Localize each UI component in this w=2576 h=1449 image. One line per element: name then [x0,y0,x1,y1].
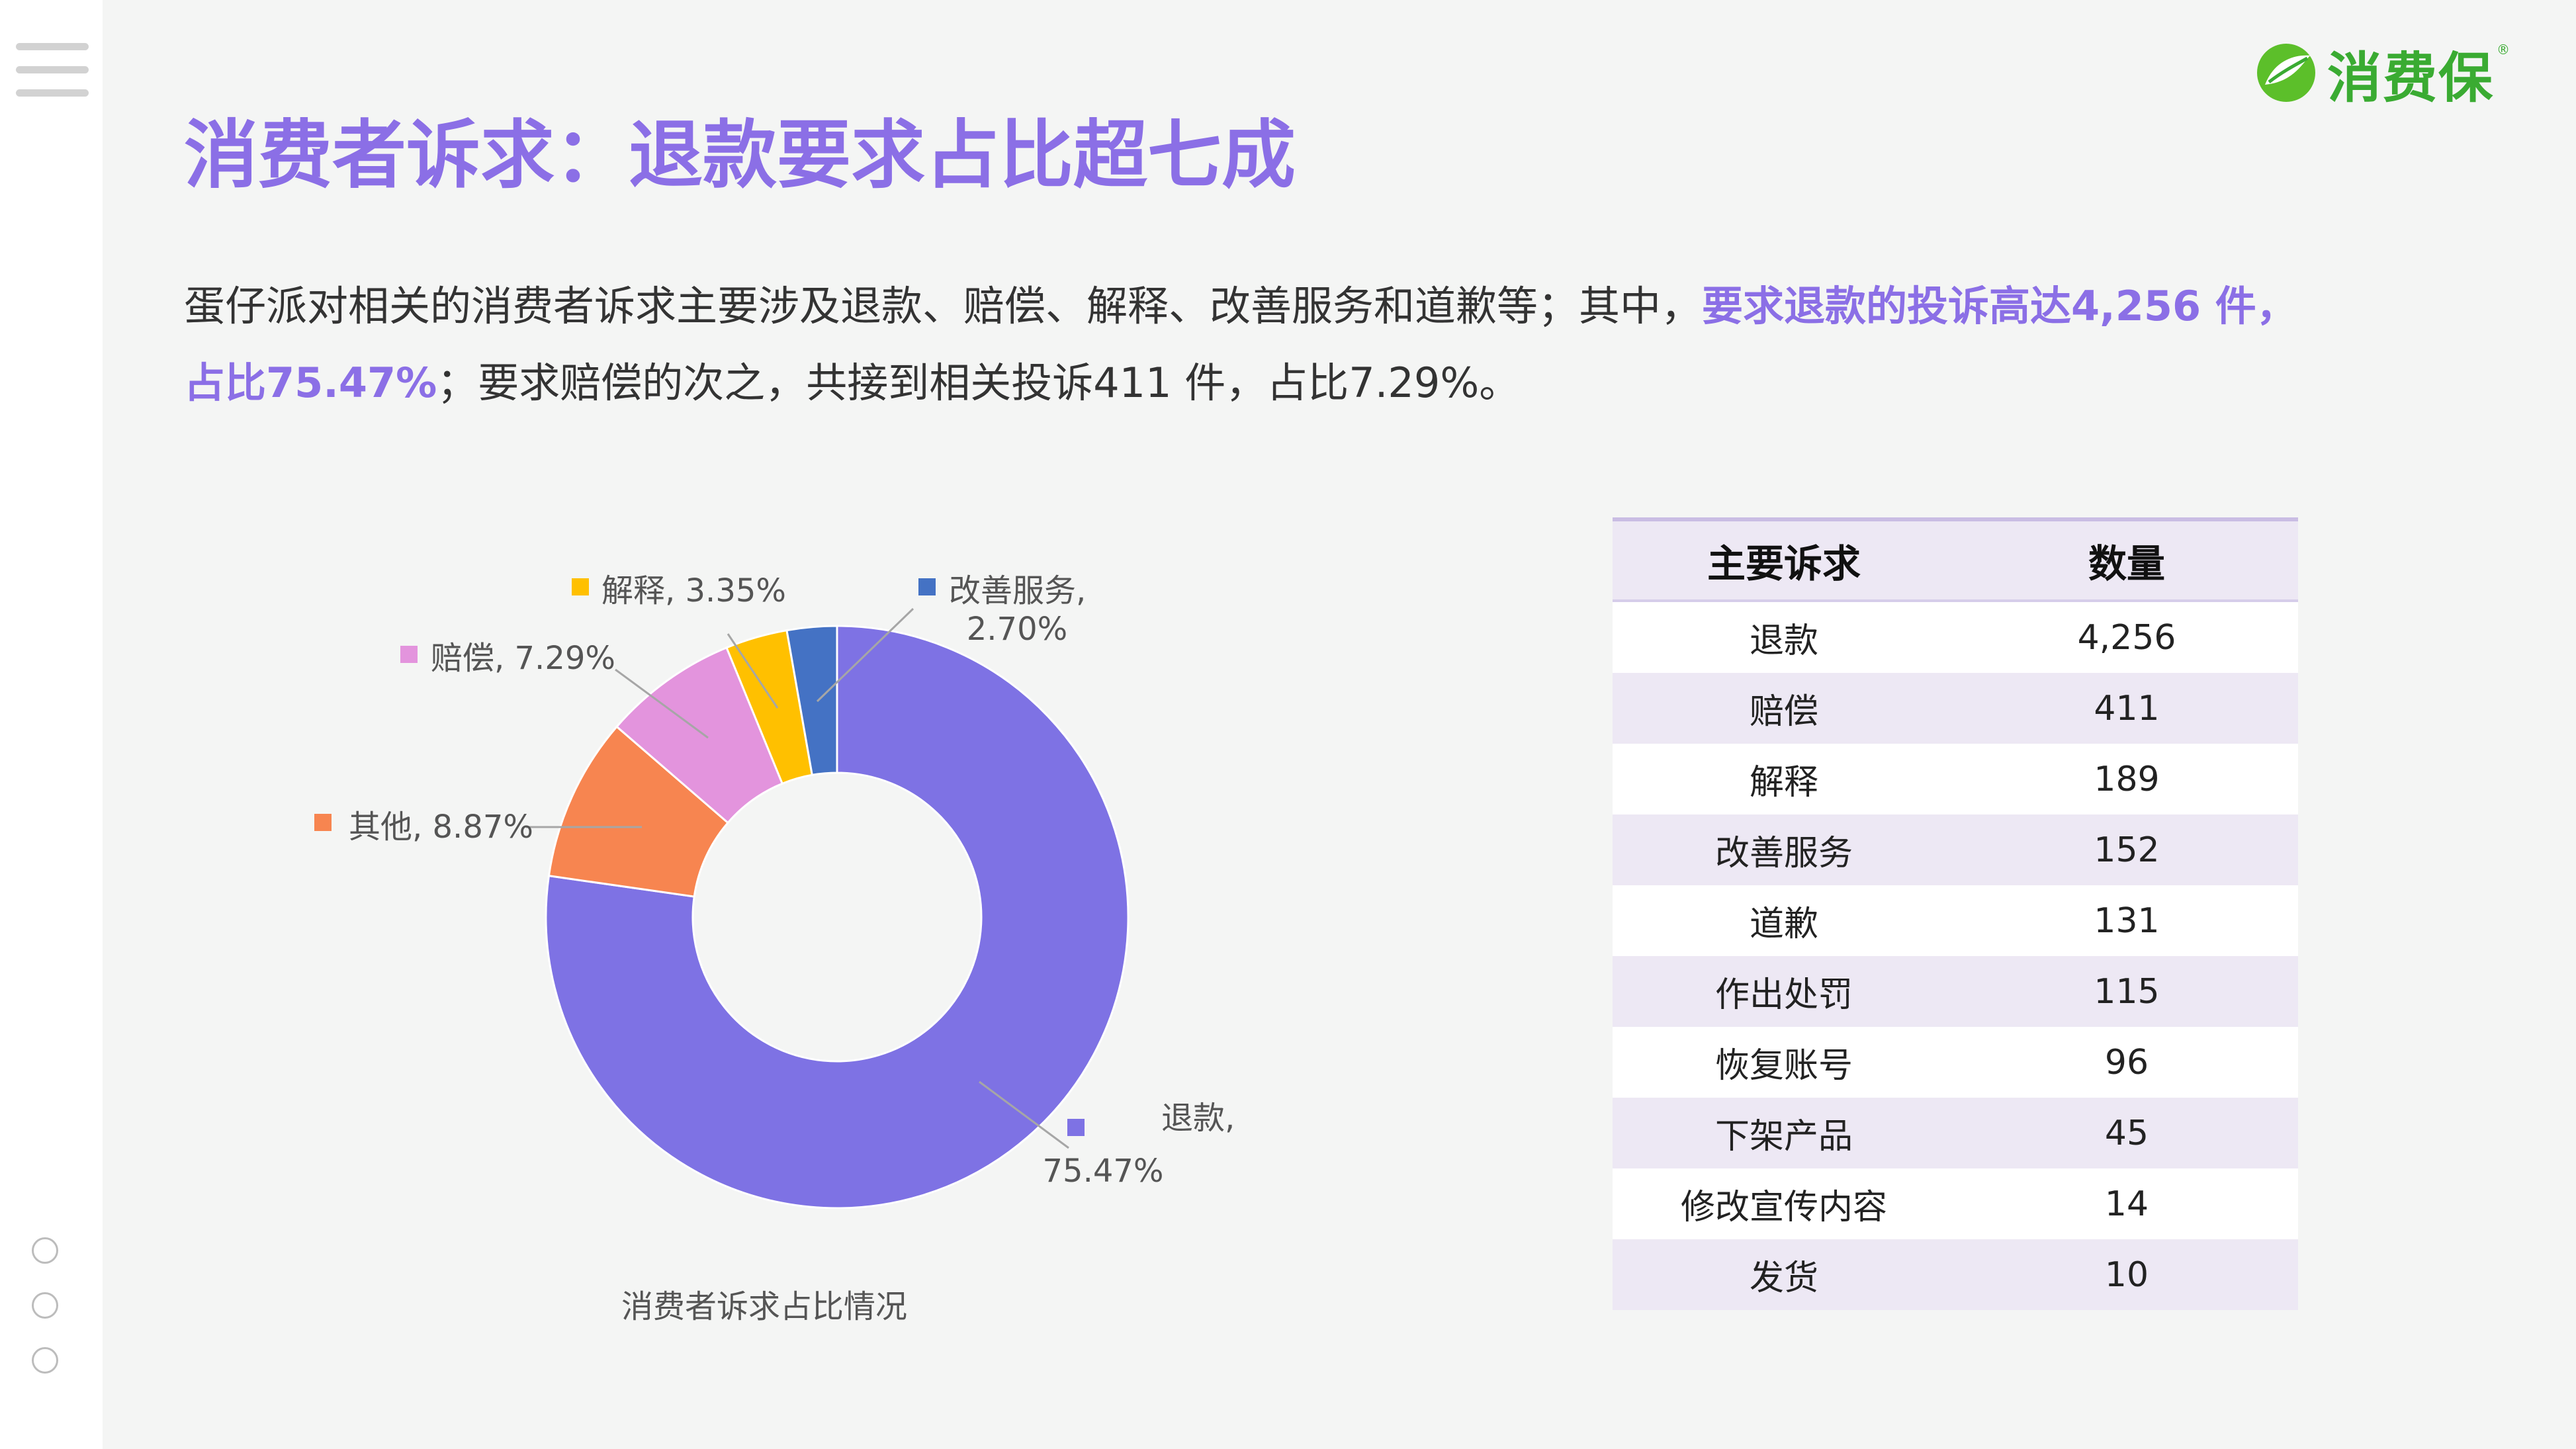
legend-swatch-2 [400,646,418,663]
slice-label-2: 赔偿, 7.29% [431,640,615,677]
cell-count: 115 [1955,956,2298,1027]
leader-line-4 [816,607,914,703]
table-row: 发货 10 [1613,1239,2298,1310]
donut-slice-0 [545,625,1130,1209]
legend-swatch-3 [572,578,589,595]
hamburger-menu-icon[interactable] [16,43,89,99]
cell-demand: 解释 [1613,744,1955,814]
table-row: 赔偿 411 [1613,673,2298,744]
cell-demand: 下架产品 [1613,1098,1955,1168]
legend-swatch-4 [918,578,936,595]
leader-line-3 [727,633,779,709]
cell-demand: 赔偿 [1613,673,1955,744]
header-count: 数量 [1955,517,2298,602]
legend-swatch-0 [1067,1119,1085,1136]
donut-slice-4 [785,625,838,777]
cell-count: 14 [1955,1168,2298,1239]
cell-demand: 修改宣传内容 [1613,1168,1955,1239]
table-header-row: 主要诉求 数量 [1613,517,2298,602]
slide-dot[interactable] [32,1292,58,1319]
cell-count: 152 [1955,814,2298,885]
table-row: 恢复账号 96 [1613,1027,2298,1098]
cell-count: 10 [1955,1239,2298,1310]
leaf-logo-icon [2256,44,2315,102]
cell-demand: 发货 [1613,1239,1955,1310]
registered-mark: ® [2497,42,2510,58]
slice-label-4: 2.70% [967,611,1067,648]
cell-count: 4,256 [1955,601,2298,673]
legend-swatch-1 [314,814,332,831]
table-row: 解释 189 [1613,744,2298,814]
description-text: 蛋仔派对相关的消费者诉求主要涉及退款、赔偿、解释、改善服务和道歉等；其中，要求退… [184,268,2301,421]
slice-label-3: 解释, 3.35% [601,572,786,609]
chart-caption: 消费者诉求占比情况 [621,1288,907,1325]
slice-label-4: 改善服务, [949,572,1086,609]
logo-text: 消费保 [2327,46,2494,110]
table-row: 下架产品 45 [1613,1098,2298,1168]
page-title: 消费者诉求：退款要求占比超七成 [184,112,1296,198]
leader-line-0 [979,1080,1069,1149]
left-sidebar [0,0,103,1449]
table-row: 改善服务 152 [1613,814,2298,885]
table-row: 道歉 131 [1613,885,2298,956]
table-row: 退款 4,256 [1613,601,2298,673]
cell-demand: 恢复账号 [1613,1027,1955,1098]
slice-label-0: 75.47% [1042,1153,1163,1190]
table-row: 作出处罚 115 [1613,956,2298,1027]
cell-count: 411 [1955,673,2298,744]
description-highlight: 要求退款的投诉高达4,256 件，占比75.47% [184,282,2297,407]
slide-dot[interactable] [32,1237,58,1264]
header-demand: 主要诉求 [1613,517,1955,602]
slide-dot[interactable] [32,1347,58,1374]
cell-count: 45 [1955,1098,2298,1168]
slice-label-1: 其他, 8.87% [349,809,533,846]
description-part1: 蛋仔派对相关的消费者诉求主要涉及退款、赔偿、解释、改善服务和道歉等；其中， [184,282,1703,330]
cell-demand: 改善服务 [1613,814,1955,885]
cell-count: 131 [1955,885,2298,956]
description-part2: ；要求赔偿的次之，共接到相关投诉411 件，占比7.29%。 [437,359,1521,407]
cell-demand: 道歉 [1613,885,1955,956]
slice-label-0: 退款, [1161,1100,1235,1137]
donut-chart: 退款, 75.47% 其他, 8.87% 赔偿, 7.29% 解释, 3.35% 改善服务… [314,572,1235,1209]
cell-count: 189 [1955,744,2298,814]
table-row: 修改宣传内容 14 [1613,1168,2298,1239]
brand-logo: 消费保 ® [2254,36,2510,110]
cell-demand: 退款 [1613,601,1955,673]
cell-count: 96 [1955,1027,2298,1098]
cell-demand: 作出处罚 [1613,956,1955,1027]
demand-table: 主要诉求 数量 退款 4,256 赔偿 411 解释 189 改善服务 152 道歉 131 作出处… [1613,517,2298,1310]
leader-line-2 [615,668,709,739]
